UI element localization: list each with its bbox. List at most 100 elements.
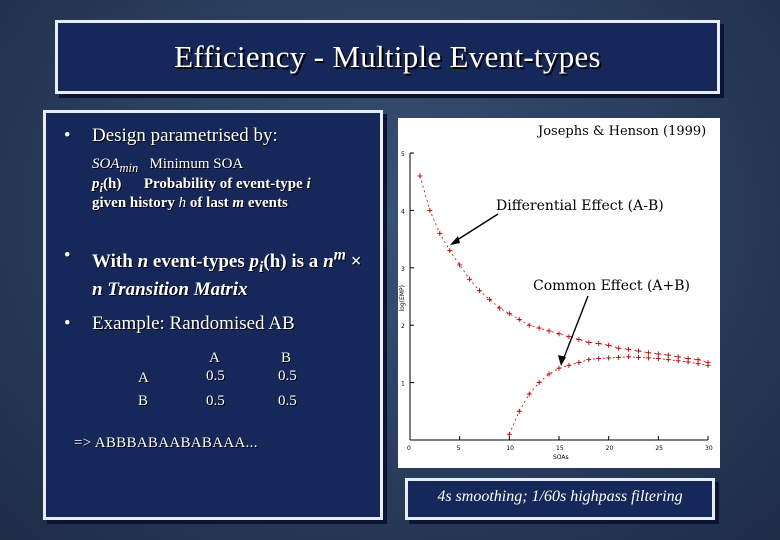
slide-title-box: Efficiency - Multiple Event-types xyxy=(55,20,720,94)
y-axis-label: log(EMP) xyxy=(399,285,406,311)
bullet-design-text: Design parametrised by: xyxy=(92,125,278,146)
data-point xyxy=(526,391,532,397)
data-point xyxy=(437,230,443,236)
p-desc2-h: h xyxy=(178,195,187,211)
data-point xyxy=(546,371,552,377)
figure-caption: 4s smoothing; 1/60s highpass filtering xyxy=(437,488,683,505)
bullet-dot-icon: • xyxy=(64,245,71,266)
p-term: p xyxy=(92,176,100,192)
y-tick-label: 5 xyxy=(401,151,405,158)
data-point xyxy=(655,355,661,361)
x-tick-label: 5 xyxy=(457,445,461,452)
data-point xyxy=(566,334,572,340)
left-text-panel: • Design parametrised by: SOAmin Minimum… xyxy=(43,110,383,520)
data-point xyxy=(417,173,423,179)
data-point xyxy=(546,328,552,334)
data-point xyxy=(675,358,681,364)
b2-is-a: is a xyxy=(291,251,319,273)
data-point xyxy=(536,380,542,386)
bullet-example-text: Example: Randomised AB xyxy=(92,313,295,334)
x-axis-label: SOAs xyxy=(553,454,569,461)
event-sequence: => ABBBABAABABAAA... xyxy=(74,435,258,451)
soa-desc: Minimum SOA xyxy=(149,156,244,172)
b2-times: × xyxy=(350,251,362,273)
matrix-cell: 0.5 xyxy=(206,368,225,384)
data-point xyxy=(635,354,641,360)
data-point xyxy=(576,337,582,343)
caption-box: 4s smoothing; 1/60s highpass filtering xyxy=(405,478,715,520)
soa-sub: min xyxy=(119,161,139,175)
data-point xyxy=(586,339,592,345)
data-point xyxy=(616,354,622,360)
matrix-col-a: A xyxy=(209,350,220,366)
matrix-cell: 0.5 xyxy=(278,368,297,384)
data-point xyxy=(626,354,632,360)
x-tick-label: 25 xyxy=(655,445,663,452)
p-desc: Probability of event-type xyxy=(143,176,303,192)
data-point xyxy=(457,262,463,268)
b2-h: (h) xyxy=(263,251,287,273)
param-soa: SOAmin Minimum SOA xyxy=(92,155,243,178)
data-point xyxy=(695,361,701,367)
data-point xyxy=(506,311,512,317)
b2-line2: n Transition Matrix xyxy=(92,279,248,301)
data-point xyxy=(655,351,661,357)
data-point xyxy=(556,365,562,371)
b2-event-types: event-types xyxy=(152,251,245,273)
data-point xyxy=(665,352,671,358)
b2-n: n xyxy=(137,251,149,273)
data-point xyxy=(526,322,532,328)
x-tick-label: 15 xyxy=(556,445,564,452)
data-point xyxy=(447,248,453,254)
matrix-cell: 0.5 xyxy=(278,393,297,409)
series-line-1 xyxy=(508,356,709,435)
data-point xyxy=(645,355,651,361)
p-arg: (h) xyxy=(102,176,122,192)
efficiency-plot: 1 2 3 4 5 0 5 10 15 20 25 30 log(EMP) SOAs xyxy=(399,151,713,461)
bullet-transition: • With n event-types pi(h) is a nm × n T… xyxy=(64,245,362,301)
data-point xyxy=(645,350,651,356)
arrow-common xyxy=(562,295,589,361)
x-tick-label: 10 xyxy=(506,445,514,452)
data-point xyxy=(536,325,542,331)
data-point xyxy=(616,345,622,351)
data-point xyxy=(705,362,711,368)
data-point xyxy=(635,348,641,354)
data-point xyxy=(626,346,632,352)
bullet-example: • Example: Randomised AB xyxy=(64,313,295,335)
matrix-col-b: B xyxy=(281,350,292,366)
x-tick-label: 20 xyxy=(606,445,614,452)
p-desc2-m: m xyxy=(232,195,245,211)
data-point xyxy=(596,355,602,361)
data-point xyxy=(427,207,433,213)
data-point xyxy=(606,342,612,348)
data-point xyxy=(516,408,522,414)
bullet-dot-icon: • xyxy=(64,313,71,334)
data-point xyxy=(586,357,592,363)
efficiency-figure: 1 2 3 4 5 0 5 10 15 20 25 30 log(EMP) SOAs Josephs & … xyxy=(398,118,720,468)
data-point xyxy=(685,359,691,365)
bullet-dot-icon: • xyxy=(64,125,71,146)
data-point xyxy=(556,331,562,337)
data-point xyxy=(477,288,483,294)
matrix-row-a: A xyxy=(138,370,149,386)
p-desc-i: i xyxy=(306,176,311,192)
bullet-design: • Design parametrised by: xyxy=(64,125,278,147)
data-point xyxy=(467,276,473,282)
p-desc2-c: events xyxy=(247,195,288,211)
data-point xyxy=(576,360,582,366)
x-tick-label: 0 xyxy=(407,445,411,452)
slide-title: Efficiency - Multiple Event-types xyxy=(174,39,601,74)
data-point xyxy=(486,296,492,302)
y-tick-label: 2 xyxy=(401,323,405,330)
data-point xyxy=(665,357,671,363)
figure-source: Josephs & Henson (1999) xyxy=(538,124,707,139)
arrow-differential xyxy=(453,213,499,243)
arrowhead-differential xyxy=(450,236,460,245)
p-sub: i xyxy=(99,181,103,195)
y-tick-label: 1 xyxy=(401,381,405,388)
data-point xyxy=(606,355,612,361)
matrix-cell: 0.5 xyxy=(206,393,225,409)
soa-term: SOA xyxy=(92,156,120,172)
label-common: Common Effect (A+B) xyxy=(533,278,691,294)
